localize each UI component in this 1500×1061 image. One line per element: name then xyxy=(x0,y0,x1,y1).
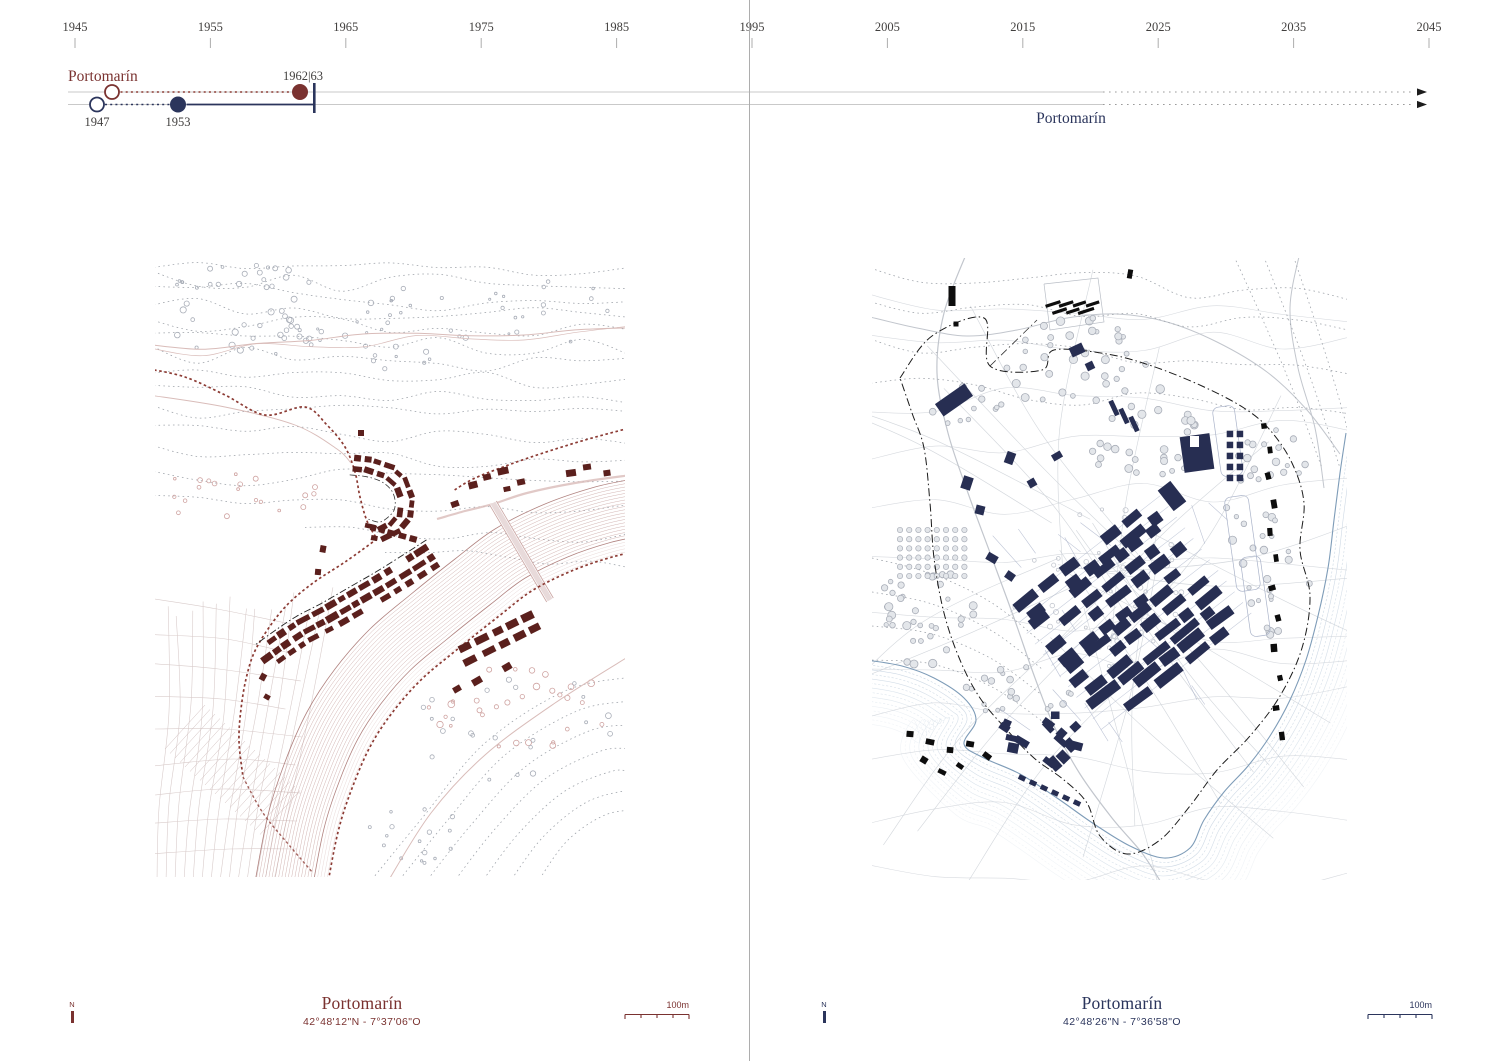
scale-ruler xyxy=(1367,1013,1433,1019)
river-minho xyxy=(255,480,625,877)
map-coordinates-right: 42°48'26"N - 7°36'58"O xyxy=(1063,1016,1181,1028)
arrowhead-icon xyxy=(1417,88,1427,96)
north-label: N xyxy=(821,1000,827,1009)
timeline-year: 2015 xyxy=(1010,20,1035,34)
map-coordinates-left: 42°48'12"N - 7°37'06"O xyxy=(303,1016,421,1028)
new-town-map xyxy=(872,258,1347,880)
timeline-year: 2005 xyxy=(875,20,900,34)
relocation-year-label: 1953 xyxy=(166,115,191,129)
scale-label-right: 100m xyxy=(1409,1000,1432,1010)
contour-lines xyxy=(155,262,625,877)
tree-stipples xyxy=(172,263,613,865)
timeline: 1945 1955 1965 1975 1985 1995 2005 2015 2025 2035… xyxy=(63,20,1442,129)
timeline-year: 1945 xyxy=(63,20,88,34)
map-title-left: Portomarín xyxy=(321,993,403,1013)
plan-year-label: 1947 xyxy=(85,115,110,129)
timeline-series-old-town: Portomarín 1962|63 xyxy=(68,68,323,100)
old-town-buildings xyxy=(258,430,611,701)
caption-left: Portomarín 42°48'12"N - 7°37'06"O xyxy=(202,993,522,1028)
new-town-buildings xyxy=(934,342,1244,807)
waterfront-line xyxy=(255,474,427,645)
north-indicator-right: N xyxy=(817,1001,831,1023)
old-town-map xyxy=(155,257,625,877)
timeline-year: 1965 xyxy=(333,20,358,34)
timeline-year: 1995 xyxy=(740,20,765,34)
timeline-year: 1985 xyxy=(604,20,629,34)
flood-marker xyxy=(292,84,308,100)
plan-marker-open xyxy=(104,84,120,100)
reservoir-shoreline xyxy=(872,432,1347,880)
timeline-year: 1955 xyxy=(198,20,223,34)
map-title-right: Portomarín xyxy=(1081,993,1163,1013)
town-boundary xyxy=(899,316,1311,855)
north-bar xyxy=(822,1010,826,1023)
north-bar xyxy=(70,1010,74,1023)
caption-right: Portomarín 42°48'26"N - 7°36'58"O xyxy=(962,993,1282,1028)
black-buildings xyxy=(906,269,1286,776)
timeline-year: 2045 xyxy=(1417,20,1442,34)
scale-ruler xyxy=(624,1013,690,1019)
timeline-series-new-town: 1947 1953 Portomarín xyxy=(85,83,1106,129)
arrowhead-icon xyxy=(1417,100,1427,109)
new-town-label: Portomarín xyxy=(1036,110,1106,127)
timeline-year: 2035 xyxy=(1281,20,1306,34)
scale-bar-right: 100m xyxy=(1367,1000,1433,1019)
timeline-years: 1945 1955 1965 1975 1985 1995 2005 2015 2025 2035… xyxy=(63,20,1442,48)
flood-terminus-bar xyxy=(313,83,316,113)
roads xyxy=(155,326,625,877)
old-town-label: Portomarín xyxy=(68,68,138,85)
timeline-year: 1975 xyxy=(469,20,494,34)
timeline-year: 2025 xyxy=(1146,20,1171,34)
relocation-marker xyxy=(170,96,186,113)
north-label: N xyxy=(69,1000,75,1009)
north-indicator-left: N xyxy=(65,1001,79,1023)
flood-event-label: 1962|63 xyxy=(283,69,323,83)
founding-marker-open xyxy=(89,96,105,113)
scale-bar-left: 100m xyxy=(624,1000,690,1019)
scale-label-left: 100m xyxy=(666,1000,689,1010)
page-divider xyxy=(749,0,750,1061)
